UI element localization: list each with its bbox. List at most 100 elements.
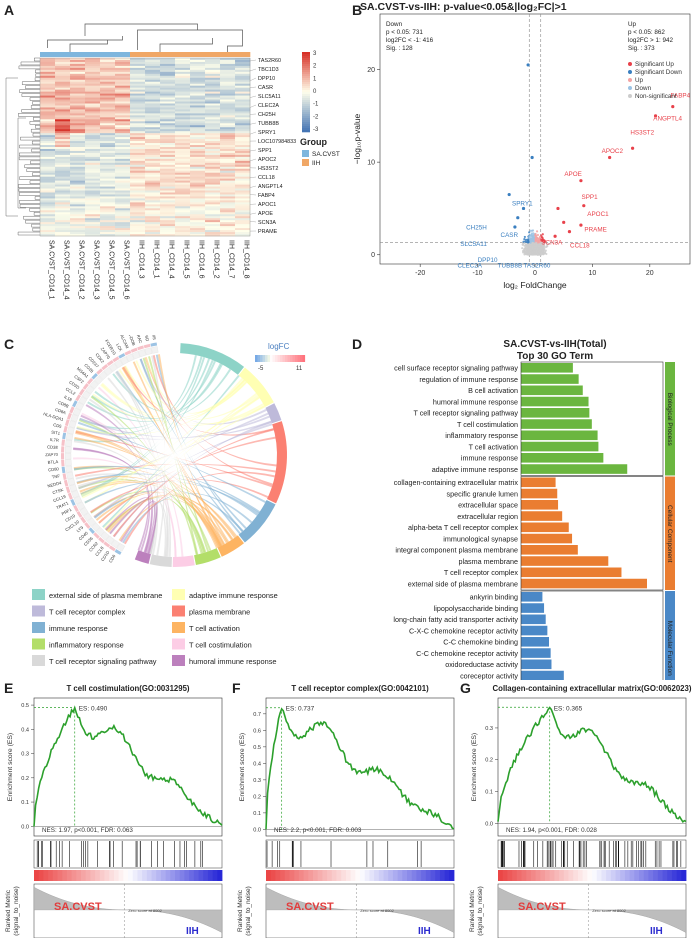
row-dendro-branch [19, 89, 40, 93]
heatmap-cell [220, 216, 236, 219]
heatmap-cell [100, 81, 116, 85]
colorbar-segment [302, 74, 310, 77]
down-count-text: Sig. : 128 [386, 45, 413, 52]
y-tick-label: 0.3 [253, 778, 261, 784]
rank-gradient-segment [407, 870, 413, 881]
heatmap-cell [220, 220, 236, 223]
heatmap-cell [70, 101, 86, 104]
group-annotation-cell [220, 52, 236, 57]
heatmap-cell [175, 103, 191, 106]
heatmap-cell [235, 218, 251, 221]
colorbar-segment [302, 118, 310, 121]
panel-label-f: F [232, 680, 241, 696]
heatmap-cell [130, 77, 146, 81]
heatmap-cell [220, 204, 236, 207]
heatmap-cell [175, 192, 191, 195]
heatmap-cell [100, 150, 116, 154]
heatmap-cell [70, 135, 86, 138]
colorbar-segment [302, 116, 310, 119]
up-count-text: log2FC > 1: 942 [628, 37, 673, 44]
logfc-arc [75, 394, 82, 402]
ranked-metric-area [265, 886, 455, 933]
heatmap-cell [175, 123, 191, 126]
gene-label-leader [249, 104, 257, 108]
es-axis-label: Enrichment score (ES) [7, 733, 14, 801]
heatmap-cell [205, 71, 221, 75]
heatmap-cell [115, 176, 131, 179]
heatmap-cell [130, 97, 146, 100]
heatmap-cell [85, 67, 101, 71]
heatmap-cell [190, 133, 206, 136]
heatmap-cell [205, 101, 221, 104]
heatmap-cell [220, 65, 236, 69]
heatmap-cell [190, 188, 206, 191]
heatmap-cell [85, 125, 101, 128]
stats-label: NES: 1.97, p<0.001, FDR: 0.063 [42, 827, 133, 834]
heatmap-cell [100, 119, 116, 122]
heatmap-cell [85, 196, 101, 199]
heatmap-cell [55, 115, 71, 118]
up-count-text: p < 0.05: 862 [628, 29, 665, 36]
heatmap-cell [205, 129, 221, 132]
heatmap-cell [40, 127, 56, 130]
row-dendro-branch [22, 81, 40, 85]
gene-label: TAS2R60 [258, 58, 281, 64]
heatmap-cell [85, 81, 101, 85]
heatmap-cell [145, 200, 161, 203]
heatmap-cell [40, 184, 56, 187]
heatmap-cell [175, 210, 191, 213]
heatmap-cell [205, 65, 221, 69]
go-group-label: Molecular Function [666, 621, 673, 676]
logfc-arc [130, 347, 138, 353]
go-bar [521, 648, 551, 658]
heatmap-cell [220, 166, 236, 170]
heatmap-cell [115, 210, 131, 213]
heatmap-cell [40, 218, 56, 221]
heatmap-cell [145, 218, 161, 221]
volcano-point [543, 240, 546, 243]
heatmap-cell [55, 125, 71, 128]
heatmap-cell [100, 117, 116, 120]
heatmap-cell [85, 109, 101, 112]
volcano-gene-label-up: APOC2 [602, 148, 624, 155]
heatmap-cell [205, 188, 221, 191]
row-dendro-branch [33, 117, 40, 121]
chord-ribbon [109, 499, 168, 557]
heatmap-cell [70, 178, 86, 181]
logfc-arc [61, 439, 66, 446]
heatmap-cell [85, 182, 101, 185]
heatmap-cell [235, 87, 251, 90]
group-annotation-cell [115, 52, 131, 57]
heatmap-cell [205, 79, 221, 83]
term-arc [267, 421, 288, 504]
x-axis-label: log₂ FoldChange [503, 280, 567, 290]
heatmap-cell [115, 125, 131, 128]
heatmap-cell [85, 234, 101, 237]
heatmap-cell [235, 105, 251, 108]
term-legend-label: T cell costimulation [189, 641, 252, 650]
heatmap-cell [190, 156, 206, 160]
gene-label: CCL19 [52, 494, 67, 504]
volcano-point [541, 249, 544, 253]
colorbar-segment [302, 98, 310, 101]
heatmap-cell [160, 99, 176, 102]
logfc-colorbar-segment [270, 355, 273, 362]
heatmap-cell [115, 95, 131, 98]
heatmap-cell [85, 214, 101, 217]
gene-label-leader [249, 95, 257, 98]
heatmap-cell [55, 220, 71, 223]
heatmap-cell [70, 182, 86, 185]
dendro-branch [227, 38, 243, 54]
heatmap-cell [70, 139, 86, 142]
row-dendro-branch [18, 184, 40, 188]
rank-gradient-segment [596, 870, 602, 881]
heatmap-cell [145, 95, 161, 98]
heatmap-cell [70, 109, 86, 112]
gene-label: CDK2 [94, 352, 105, 364]
rank-gradient-segment [587, 870, 593, 881]
rank-gradient-segment [142, 870, 148, 881]
heatmap-cell [145, 117, 161, 120]
heatmap-cell [145, 59, 161, 63]
heatmap-cell [175, 172, 191, 175]
go-term-label: inflammatory response [445, 431, 518, 440]
